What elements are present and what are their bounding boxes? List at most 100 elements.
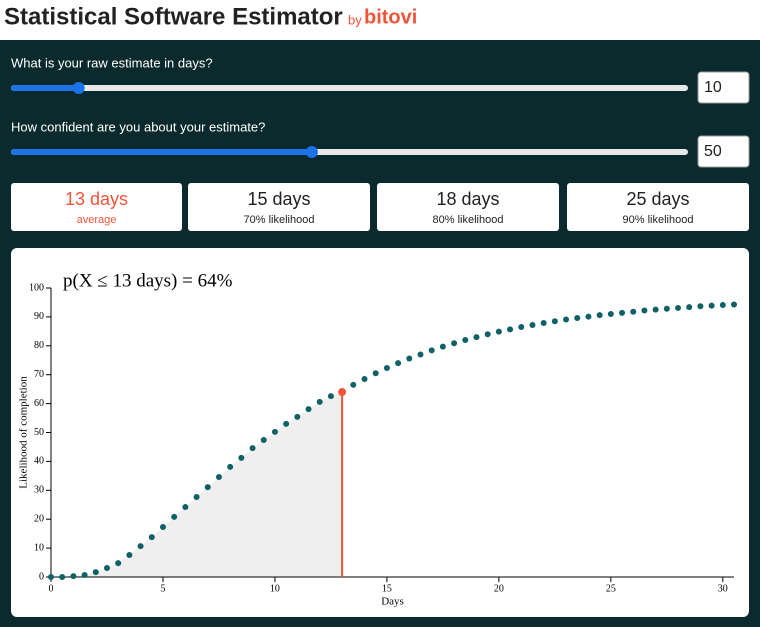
y-tick-label: 10 [34,542,44,553]
data-point [574,315,581,322]
data-point [305,406,312,413]
data-point [193,493,200,500]
data-point [619,309,626,316]
slider-thumb[interactable] [72,82,85,94]
header-bg [0,0,760,40]
data-point [563,316,570,323]
x-tick-label: 5 [160,583,165,594]
data-point [540,319,547,326]
data-point [451,340,458,347]
summary-label: 70% likelihood [244,214,315,226]
slider-thumb[interactable] [305,146,318,158]
summary-value: 13 days [65,189,128,209]
y-tick-label: 60 [34,398,44,409]
data-point [327,393,334,400]
data-point [652,306,659,313]
y-tick-label: 80 [34,340,44,351]
data-point [395,360,402,367]
data-point [159,524,166,531]
data-point [372,370,379,377]
data-point [361,376,368,383]
x-axis-label: Days [381,596,404,608]
data-point [473,334,480,341]
summary-label: 80% likelihood [433,214,504,226]
data-point [48,574,54,580]
y-tick-label: 30 [34,485,44,496]
slider-fill [11,85,79,91]
data-point [260,437,267,444]
data-point [70,573,77,580]
x-tick-label: 20 [494,583,504,594]
data-point [171,513,178,520]
x-tick-label: 10 [270,583,280,594]
data-point [462,337,469,344]
summary-card [11,183,182,231]
x-tick-label: 0 [49,583,54,594]
y-tick-label: 0 [39,571,44,582]
app-title: Statistical Software Estimator [4,3,343,30]
x-tick-label: 15 [382,583,392,594]
data-point [697,303,704,310]
data-point [59,574,66,580]
y-tick-label: 100 [29,282,44,293]
y-axis-label: Likelihood of completion [18,376,30,489]
summary-card [567,183,749,231]
data-point [204,484,211,491]
data-point [551,318,558,325]
data-point [126,552,133,559]
data-point [417,351,424,358]
data-point [182,504,189,511]
summary-card [188,183,370,231]
y-tick-label: 70 [34,369,44,380]
data-point [585,313,592,320]
data-point [507,326,514,333]
x-tick-label: 25 [606,583,616,594]
number-input[interactable] [697,135,750,168]
data-point [529,321,536,328]
data-point [675,304,682,311]
data-point [484,331,491,338]
highlight-point [338,388,347,397]
data-point [439,343,446,350]
annotation: p(X ≤ 13 days) = 64% [63,270,233,291]
data-point [92,569,99,576]
data-point [383,365,390,372]
data-point [271,428,278,435]
summary-value: 25 days [626,189,689,209]
summary-label: 90% likelihood [623,214,694,226]
y-tick-label: 50 [34,427,44,438]
data-point [641,307,648,314]
data-point [227,463,234,470]
y-tick-label: 20 [34,513,44,524]
data-point [630,308,637,315]
data-point [137,543,144,550]
data-point [249,445,256,452]
data-point [115,560,122,567]
brand[interactable]: bitovi [364,6,417,28]
data-point [607,311,614,318]
y-tick-label: 90 [34,311,44,322]
data-point [719,302,726,309]
y-tick-label: 40 [34,456,44,467]
summary-value: 18 days [436,189,499,209]
data-point [103,565,110,572]
summary-label: average [77,214,117,226]
data-point [495,328,502,335]
data-point [731,301,737,308]
data-point [406,355,413,362]
number-input[interactable] [697,71,750,104]
slider-track[interactable] [11,85,688,91]
data-point [518,324,525,331]
summary-value: 15 days [247,189,310,209]
data-point [316,398,323,405]
data-point [686,304,693,311]
x-tick-label: 30 [718,583,728,594]
number-input-value: 50 [704,143,722,160]
summary-card [377,183,559,231]
data-point [238,454,245,461]
data-point [708,302,715,309]
data-point [215,474,222,481]
data-point [148,534,155,541]
slider-label: How confident are you about your estimat… [11,119,265,134]
